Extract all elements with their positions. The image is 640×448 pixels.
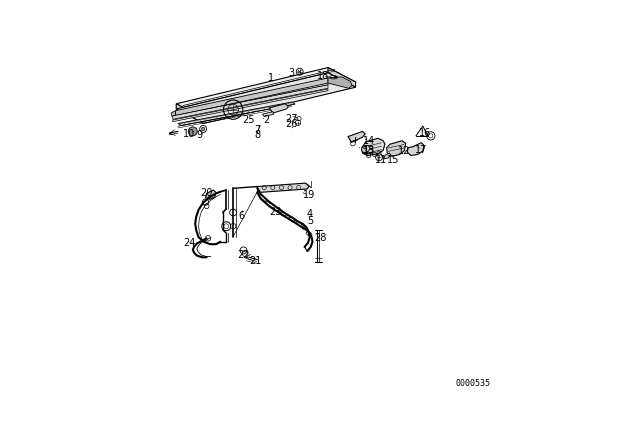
Text: 5: 5 xyxy=(307,216,313,226)
Text: 19: 19 xyxy=(303,190,315,200)
Polygon shape xyxy=(176,104,204,124)
Text: 14: 14 xyxy=(364,136,376,146)
Text: 4: 4 xyxy=(307,209,313,219)
Polygon shape xyxy=(178,102,295,125)
Polygon shape xyxy=(205,190,216,199)
Polygon shape xyxy=(387,141,406,156)
Text: 9: 9 xyxy=(196,130,203,140)
Text: 20: 20 xyxy=(200,189,212,198)
Text: 11: 11 xyxy=(375,155,388,165)
Text: 13: 13 xyxy=(363,145,375,155)
Text: 0000535: 0000535 xyxy=(455,379,490,388)
Polygon shape xyxy=(262,112,274,116)
Polygon shape xyxy=(257,183,309,193)
Polygon shape xyxy=(348,131,365,142)
Circle shape xyxy=(188,127,197,136)
Text: 17: 17 xyxy=(415,145,428,155)
Text: 23: 23 xyxy=(269,207,282,217)
Text: 24: 24 xyxy=(183,238,195,249)
Text: 25: 25 xyxy=(243,115,255,125)
Polygon shape xyxy=(328,68,356,87)
Polygon shape xyxy=(362,145,370,153)
Polygon shape xyxy=(362,138,385,155)
Text: 21: 21 xyxy=(250,256,262,267)
Text: 26: 26 xyxy=(285,120,297,129)
Text: 8: 8 xyxy=(254,130,260,140)
Polygon shape xyxy=(328,77,352,88)
Polygon shape xyxy=(173,85,328,119)
Polygon shape xyxy=(176,73,356,124)
Text: 2: 2 xyxy=(263,115,269,125)
Text: 27: 27 xyxy=(285,114,298,124)
Text: 16: 16 xyxy=(419,128,431,138)
Text: 28: 28 xyxy=(314,233,326,243)
Text: 6: 6 xyxy=(238,211,244,221)
Text: 22: 22 xyxy=(237,250,250,259)
Text: 10: 10 xyxy=(183,129,195,139)
Polygon shape xyxy=(171,111,175,116)
Text: 12: 12 xyxy=(397,146,410,156)
Text: 18: 18 xyxy=(317,71,329,81)
Polygon shape xyxy=(176,68,356,118)
Text: 3: 3 xyxy=(289,68,299,78)
Text: 1: 1 xyxy=(268,73,280,83)
Polygon shape xyxy=(173,89,328,122)
Polygon shape xyxy=(407,143,424,155)
Circle shape xyxy=(202,127,205,131)
Text: 7: 7 xyxy=(254,125,260,135)
Text: 15: 15 xyxy=(387,155,400,165)
Polygon shape xyxy=(384,153,391,159)
Polygon shape xyxy=(175,78,328,116)
Polygon shape xyxy=(269,104,289,113)
Text: 13: 13 xyxy=(359,146,375,156)
